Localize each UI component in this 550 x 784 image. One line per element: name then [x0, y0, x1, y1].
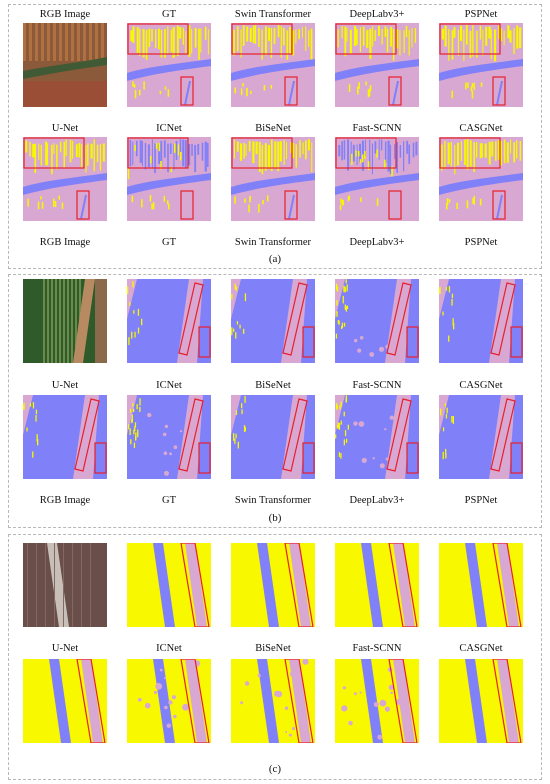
panel-a-row2-tile-3 [231, 137, 315, 221]
method-label-bisenet: BiSeNet [255, 123, 291, 134]
panel-a-row1-tile-4 [335, 23, 419, 107]
method-label-u-net: U-Net [51, 380, 79, 391]
panel-c-row1-tile-2 [127, 543, 211, 627]
panel-caption-b: (b) [268, 512, 282, 524]
method-label-fast-scnn: Fast-SCNN [352, 380, 402, 391]
panel-b-row1-tile-4 [335, 279, 419, 363]
panel-c-row1-tile-4 [335, 543, 419, 627]
panel-b-row1-tile-1 [23, 279, 107, 363]
method-label-swin-transformer: Swin Transformer [234, 237, 312, 248]
panel-b-row2-tile-5 [439, 395, 523, 479]
method-label-pspnet: PSPNet [464, 237, 498, 248]
method-label-deeplabv3: DeepLabv3+ [349, 495, 405, 506]
panel-b-row1-tile-3 [231, 279, 315, 363]
panel-b-row1-tile-5 [439, 279, 523, 363]
panel-c-row2-tile-5 [439, 659, 523, 743]
panel-c-row2-tile-4 [335, 659, 419, 743]
panel-a-row2-tile-5 [439, 137, 523, 221]
method-label-fast-scnn: Fast-SCNN [352, 123, 402, 134]
panel-c-row2-tile-1 [23, 659, 107, 743]
method-label-bisenet: BiSeNet [255, 643, 291, 654]
panel-c-row1-tile-3 [231, 543, 315, 627]
method-label-pspnet: PSPNet [464, 495, 498, 506]
panel-a-row2-tile-4 [335, 137, 419, 221]
method-label-rgb-image: RGB Image [39, 237, 91, 248]
panel-a-row1-tile-5 [439, 23, 523, 107]
method-label-icnet: ICNet [156, 380, 182, 391]
panel-a-row1-tile-2 [127, 23, 211, 107]
panel-c-row1-tile-1 [23, 543, 107, 627]
method-label-gt: GT [162, 9, 176, 20]
panel-c-row1-tile-5 [439, 543, 523, 627]
panel-caption-a: (a) [268, 253, 282, 265]
panel-a: RGB Image GT Swin Transformer DeepLabv3+ PSP… [8, 4, 542, 269]
panel-a-row1-tile-1 [23, 23, 107, 107]
panel-caption-c: (c) [268, 763, 282, 775]
panel-b-row1-tile-2 [127, 279, 211, 363]
method-label-casgnet: CASGNet [459, 123, 503, 134]
panel-b-row2-tile-4 [335, 395, 419, 479]
method-label-gt: GT [162, 237, 176, 248]
panel-b-row2-tile-2 [127, 395, 211, 479]
method-label-deeplabv3: DeepLabv3+ [349, 9, 405, 20]
method-label-icnet: ICNet [156, 123, 182, 134]
method-label-icnet: ICNet [156, 643, 182, 654]
method-label-rgb-image: RGB Image [39, 9, 91, 20]
method-label-casgnet: CASGNet [459, 380, 503, 391]
panel-c: U-Net ICNet BiSeNet Fast-SCNN CASGNet (c) [8, 534, 542, 780]
method-label-gt: GT [162, 495, 176, 506]
panel-c-row2-tile-3 [231, 659, 315, 743]
method-label-rgb-image: RGB Image [39, 495, 91, 506]
panel-b: U-Net ICNet BiSeNet Fast-SCNN CASGNet RGB Im… [8, 274, 542, 528]
method-label-swin-transformer: Swin Transformer [234, 9, 312, 20]
method-label-bisenet: BiSeNet [255, 380, 291, 391]
panel-c-row2-tile-2 [127, 659, 211, 743]
method-label-u-net: U-Net [51, 123, 79, 134]
method-label-deeplabv3: DeepLabv3+ [349, 237, 405, 248]
method-label-casgnet: CASGNet [459, 643, 503, 654]
panel-a-row1-tile-3 [231, 23, 315, 107]
method-label-pspnet: PSPNet [464, 9, 498, 20]
panel-a-row2-tile-2 [127, 137, 211, 221]
panel-b-row2-tile-3 [231, 395, 315, 479]
panel-b-row2-tile-1 [23, 395, 107, 479]
panel-a-row2-tile-1 [23, 137, 107, 221]
method-label-u-net: U-Net [51, 643, 79, 654]
method-label-swin-transformer: Swin Transformer [234, 495, 312, 506]
method-label-fast-scnn: Fast-SCNN [352, 643, 402, 654]
